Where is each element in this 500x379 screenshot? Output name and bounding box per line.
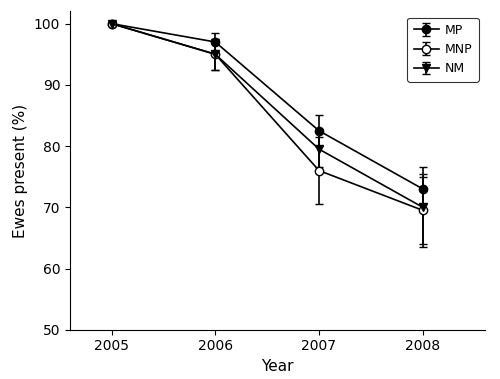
Y-axis label: Ewes present (%): Ewes present (%) [14, 103, 28, 238]
Legend: MP, MNP, NM: MP, MNP, NM [408, 17, 479, 81]
X-axis label: Year: Year [261, 359, 294, 374]
